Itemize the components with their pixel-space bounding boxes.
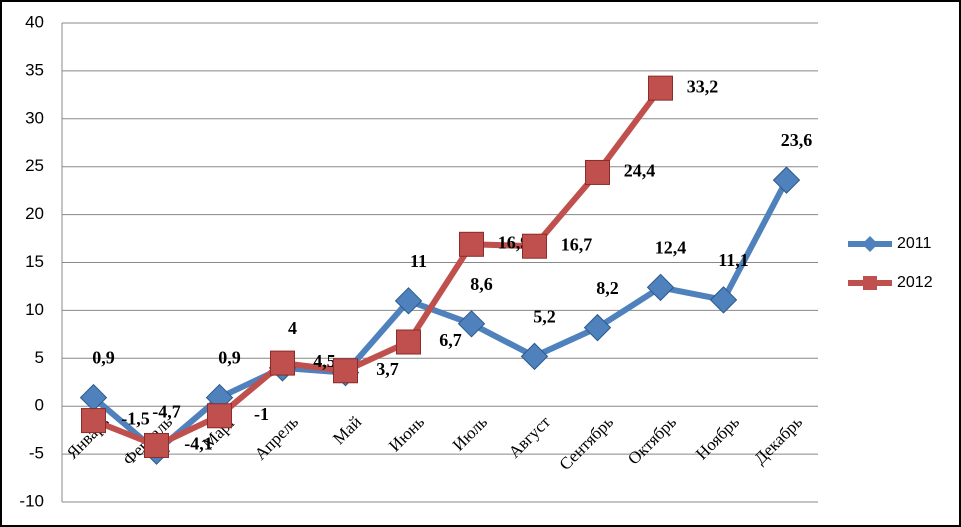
legend-marker [863,276,877,290]
data-label: 6,7 [439,330,462,350]
y-tick-label: 25 [25,156,44,175]
point-marker [270,350,295,376]
data-label: 8,6 [470,274,493,294]
point-marker [520,342,549,371]
data-label: 0,9 [92,348,115,368]
data-label: 8,2 [596,278,619,298]
data-label: -4,1 [184,434,213,454]
series-line [92,86,663,449]
point-marker [648,75,673,101]
legend-label: 2012 [897,274,933,291]
data-label: 12,4 [655,238,687,258]
data-label: 4 [288,318,297,338]
data-label: 16,7 [561,234,593,254]
data-label: 24,4 [624,161,656,181]
point-marker [646,273,675,302]
data-label: 0,9 [218,348,241,368]
point-marker [207,403,232,429]
y-tick-label: 40 [25,12,44,31]
y-tick-label: 0 [35,396,44,415]
data-label: 33,2 [687,76,719,96]
y-tick-label: 5 [35,348,44,367]
point-marker [396,329,421,355]
data-label: 16,9 [498,232,530,252]
point-marker [81,408,106,434]
point-marker [522,233,547,259]
data-label: 4,5 [313,351,336,371]
point-marker [583,313,612,342]
data-label: -1,5 [121,409,150,429]
point-marker [772,166,801,194]
y-tick-label: 20 [25,204,44,223]
point-marker [459,231,484,257]
data-label: 3,7 [376,359,399,379]
data-label: -1 [254,404,269,424]
point-marker [333,358,358,384]
legend-marker [862,236,878,252]
point-marker [585,159,610,185]
data-label: -4,7 [152,401,181,421]
point-marker [394,287,423,315]
y-tick-label: 30 [25,108,44,127]
y-tick-label: 15 [25,252,44,271]
data-label: 5,2 [533,307,556,327]
y-tick-label: 10 [25,300,44,319]
y-tick-label: 35 [25,60,44,79]
data-label: 11 [410,251,427,271]
point-marker [457,310,486,338]
point-marker [144,432,169,458]
data-label: 11,1 [718,250,749,270]
y-tick-label: -5 [29,444,44,463]
data-label: 23,6 [781,130,813,150]
y-tick-label: -10 [19,491,44,510]
point-marker [709,286,738,314]
legend-label: 2011 [897,235,932,252]
